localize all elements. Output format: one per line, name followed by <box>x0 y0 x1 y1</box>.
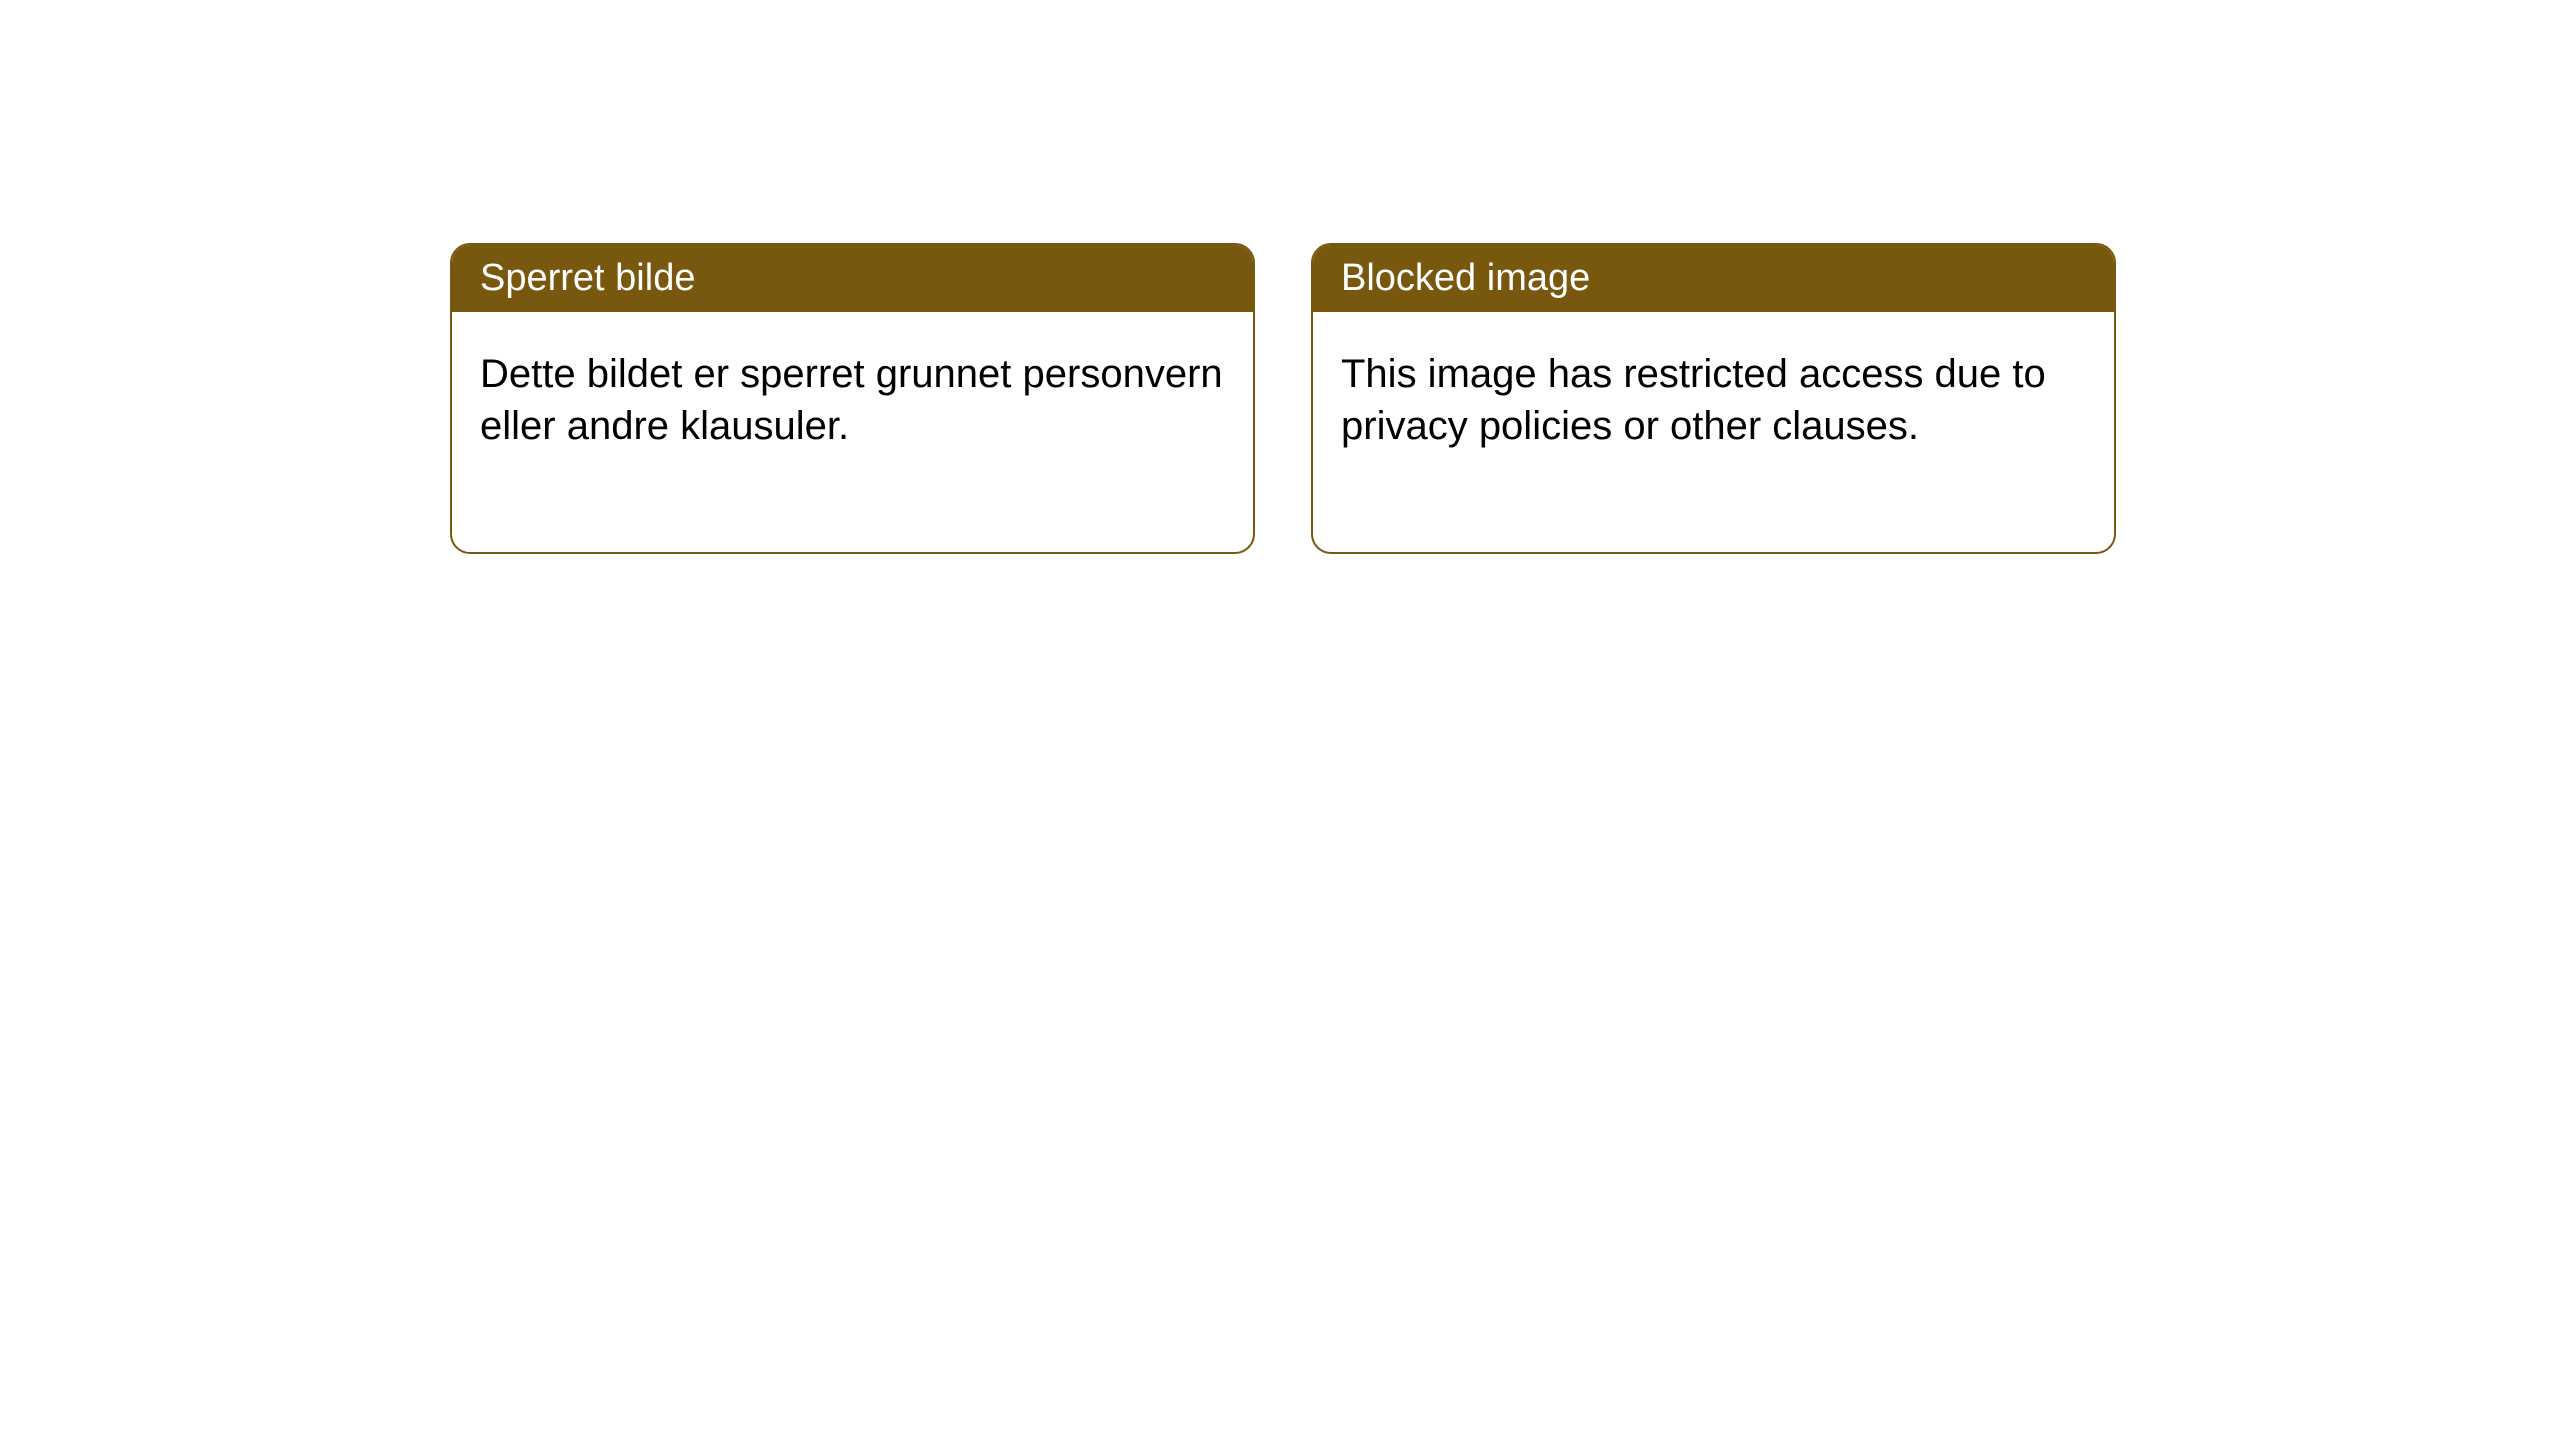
notice-container: Sperret bilde Dette bildet er sperret gr… <box>0 0 2560 554</box>
notice-card-norwegian: Sperret bilde Dette bildet er sperret gr… <box>450 243 1255 554</box>
notice-body-norwegian: Dette bildet er sperret grunnet personve… <box>452 312 1253 552</box>
notice-title-norwegian: Sperret bilde <box>452 245 1253 312</box>
notice-card-english: Blocked image This image has restricted … <box>1311 243 2116 554</box>
notice-title-english: Blocked image <box>1313 245 2114 312</box>
notice-body-english: This image has restricted access due to … <box>1313 312 2114 552</box>
